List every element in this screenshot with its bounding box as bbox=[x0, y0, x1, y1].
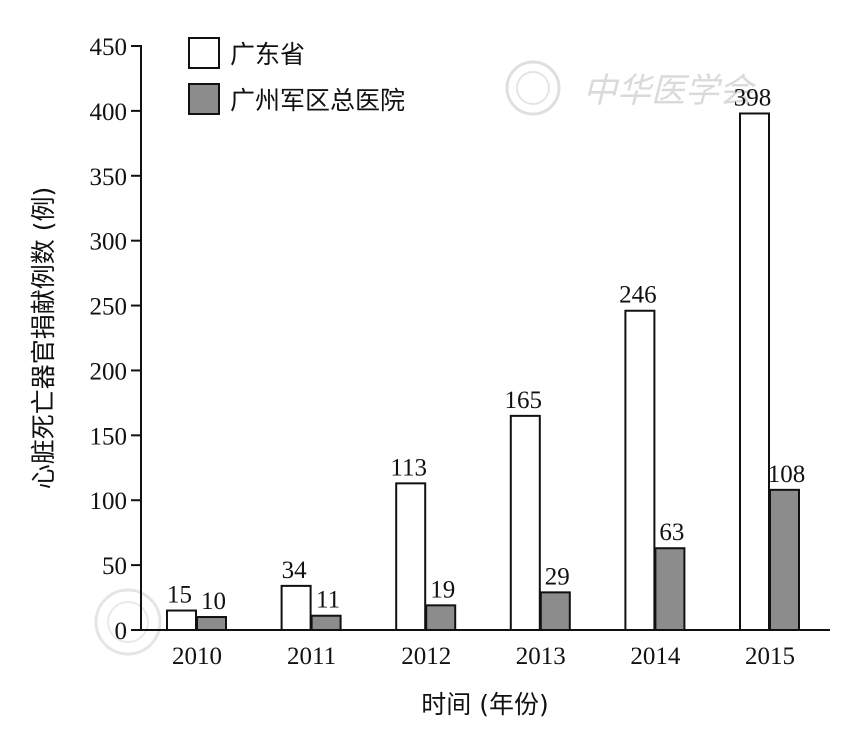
bar-guangdong bbox=[280, 584, 312, 631]
legend-label-hospital: 广州军区总医院 bbox=[230, 86, 405, 115]
y-tick-label: 300 bbox=[90, 229, 128, 256]
bar-guangdong bbox=[395, 482, 427, 631]
legend-swatch-hospital bbox=[188, 83, 220, 115]
bars bbox=[166, 112, 800, 632]
legend-label-guangdong: 广东省 bbox=[230, 40, 305, 69]
x-axis-title: 时间 (年份) bbox=[421, 690, 548, 719]
y-tick-label: 450 bbox=[90, 34, 128, 61]
data-label: 34 bbox=[282, 557, 308, 584]
data-label: 63 bbox=[659, 519, 684, 546]
x-tick-label: 2013 bbox=[516, 643, 566, 670]
y-tick-label: 250 bbox=[90, 294, 128, 321]
legend: 广东省 广州军区总医院 bbox=[188, 37, 405, 115]
data-label: 15 bbox=[167, 582, 192, 609]
bar-hospital bbox=[539, 591, 571, 631]
data-label: 29 bbox=[545, 563, 570, 590]
data-label: 246 bbox=[619, 282, 657, 309]
bar-hospital bbox=[310, 614, 342, 631]
data-label: 165 bbox=[505, 387, 543, 414]
bar-hospital bbox=[196, 616, 227, 631]
x-tick-labels: 2010 2011 2012 2013 2014 2015 bbox=[172, 643, 795, 670]
x-tick-label: 2011 bbox=[287, 643, 336, 670]
watermark-text: 中华医学会 bbox=[583, 71, 757, 111]
watermark-seal-top-inner bbox=[516, 71, 550, 105]
bar-hospital bbox=[769, 488, 800, 631]
y-tick-label: 150 bbox=[90, 423, 128, 450]
bar-guangdong bbox=[624, 309, 656, 631]
watermark-seal-bottom bbox=[94, 588, 162, 656]
data-label: 113 bbox=[390, 454, 427, 481]
y-tick-label: 100 bbox=[90, 488, 128, 515]
x-tick-label: 2010 bbox=[172, 643, 222, 670]
data-label: 10 bbox=[201, 588, 226, 615]
bar-hospital bbox=[425, 604, 457, 632]
bar-guangdong bbox=[166, 609, 197, 631]
bar-hospital bbox=[654, 547, 686, 631]
x-tick-label: 2012 bbox=[401, 643, 451, 670]
watermark: 中华医学会 bbox=[94, 60, 757, 656]
y-tick-label: 0 bbox=[115, 618, 128, 645]
bar-guangdong bbox=[739, 112, 770, 632]
data-label: 19 bbox=[430, 576, 455, 603]
data-label: 398 bbox=[734, 84, 772, 111]
bar-guangdong bbox=[509, 414, 541, 631]
y-ticks: 0 50 100 150 200 250 300 350 400 450 bbox=[90, 34, 141, 645]
watermark-seal-bottom-inner bbox=[107, 601, 149, 643]
y-tick-label: 50 bbox=[102, 553, 127, 580]
y-tick-label: 200 bbox=[90, 358, 128, 385]
legend-swatch-guangdong bbox=[188, 37, 220, 69]
value-labels: 15 10 34 11 113 19 165 29 246 63 398 108 bbox=[167, 84, 805, 615]
watermark-seal-top bbox=[505, 60, 561, 116]
y-axis-title: 心脏死亡器官捐献例数 (例) bbox=[29, 187, 58, 489]
y-tick-label: 350 bbox=[90, 164, 128, 191]
data-label: 108 bbox=[768, 461, 806, 488]
y-tick-label: 400 bbox=[90, 99, 128, 126]
x-tick-label: 2015 bbox=[745, 643, 795, 670]
data-label: 11 bbox=[316, 587, 340, 614]
x-tick-label: 2014 bbox=[630, 643, 681, 670]
